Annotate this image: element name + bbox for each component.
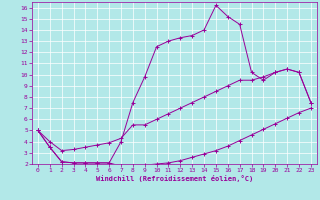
X-axis label: Windchill (Refroidissement éolien,°C): Windchill (Refroidissement éolien,°C) <box>96 175 253 182</box>
